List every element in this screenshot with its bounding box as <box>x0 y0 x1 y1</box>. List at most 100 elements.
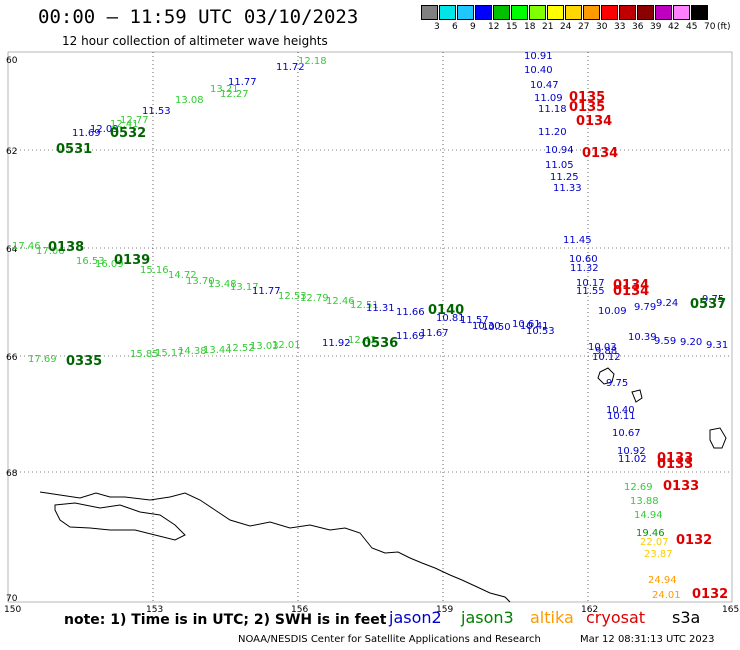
wave-height-reading: 22.07 <box>640 537 669 548</box>
legend-swatch <box>655 5 672 20</box>
pass-label: 0536 <box>362 336 399 351</box>
legend-label: 21 <box>542 22 554 32</box>
wave-height-reading: 10.09 <box>598 306 627 317</box>
legend-label: 30 <box>596 22 608 32</box>
legend-swatch <box>421 5 438 20</box>
legend-label: 39 <box>650 22 662 32</box>
wave-height-reading: 13.21 <box>210 84 239 95</box>
map-grid <box>8 52 732 602</box>
wave-height-reading: 10.39 <box>628 332 657 343</box>
wave-height-reading: 14.94 <box>634 510 663 521</box>
wave-height-reading: 13.88 <box>630 496 659 507</box>
pass-label: 0132 <box>676 533 713 548</box>
wave-height-reading: 14.72 <box>168 270 197 281</box>
wave-height-reading: 10.81 <box>436 313 465 324</box>
map-frame <box>7 51 733 603</box>
legend-label: 3 <box>434 22 440 32</box>
longitude-label: 159 <box>436 605 454 615</box>
longitude-label: 153 <box>146 605 164 615</box>
legend-swatch <box>673 5 690 20</box>
legend-swatch <box>475 5 492 20</box>
wave-height-reading: 11.55 <box>576 286 605 297</box>
wave-height-reading: 10.53 <box>526 326 555 337</box>
legend-unit: (ft) <box>717 22 731 32</box>
pass-label: 0134 <box>576 114 613 129</box>
satellite-jason3: jason3 <box>461 608 514 627</box>
wave-height-reading: 10.47 <box>530 80 559 91</box>
satellite-s3a: s3a <box>672 608 701 627</box>
wave-height-reading: 10.91 <box>524 51 553 62</box>
wave-height-reading: 12.52 <box>226 343 255 354</box>
legend-label: 18 <box>524 22 536 32</box>
pass-label: 0537 <box>690 297 727 312</box>
wave-height-reading: 10.17 <box>576 278 605 289</box>
legend-swatch <box>529 5 546 20</box>
longitude-label: 156 <box>291 605 309 615</box>
wave-height-reading: 9.31 <box>706 340 729 351</box>
legend-swatch <box>583 5 600 20</box>
wave-height-reading: 12.01 <box>272 340 301 351</box>
wave-height-reading: 11.09 <box>534 93 563 104</box>
wave-height-reading: 10.60 <box>569 254 598 265</box>
wave-height-reading: 10.03 <box>588 342 617 353</box>
wave-height-reading: 23.87 <box>644 549 673 560</box>
wave-height-reading: 11.25 <box>550 172 579 183</box>
note-text: note: 1) Time is in UTC; 2) SWH is in fe… <box>64 612 387 628</box>
page-subtitle: 12 hour collection of altimeter wave hei… <box>62 34 328 48</box>
latitude-label: 68 <box>6 469 18 479</box>
wave-height-reading: 16.09 <box>95 259 124 270</box>
island <box>631 389 643 403</box>
wave-height-reading: 10.41 <box>520 321 549 332</box>
latitude-label: 70 <box>6 594 18 604</box>
wave-height-reading: 11.77 <box>228 77 257 88</box>
wave-height-reading: 11.20 <box>538 127 567 138</box>
wave-height-reading: 12.51 <box>350 300 379 311</box>
legend-swatch <box>637 5 654 20</box>
wave-height-reading: 12.41 <box>110 119 139 130</box>
wave-height-reading: 12.79 <box>300 293 329 304</box>
island <box>709 427 727 449</box>
wave-height-reading: 15.85 <box>130 349 159 360</box>
longitude-label: 165 <box>722 605 740 615</box>
wave-height-reading: 24.94 <box>648 575 677 586</box>
pass-label: 0133 <box>657 457 694 472</box>
wave-height-reading: 11.69 <box>72 128 101 139</box>
wave-height-reading: 11.45 <box>563 235 592 246</box>
wave-height-reading: 11.69 <box>396 331 425 342</box>
pass-label: 0134 <box>582 146 619 161</box>
legend-swatch <box>547 5 564 20</box>
wave-height-reading: 11.02 <box>618 454 647 465</box>
wave-height-reading: 11.57 <box>460 315 489 326</box>
pass-label: 0132 <box>692 587 729 602</box>
coastline-inlet <box>54 502 186 541</box>
wave-height-reading: 11.33 <box>553 183 582 194</box>
island <box>597 367 615 385</box>
wave-height-reading: 10.94 <box>545 145 574 156</box>
pass-label: 0133 <box>657 451 694 466</box>
wave-height-reading: 10.30 <box>472 321 501 332</box>
wave-height-reading: 9.75 <box>606 378 629 389</box>
pass-label: 0139 <box>114 253 151 268</box>
legend-label: 6 <box>452 22 458 32</box>
wave-height-reading: 11.18 <box>538 104 567 115</box>
legend-swatch <box>619 5 636 20</box>
wave-height-reading: 17.06 <box>36 246 65 257</box>
wave-height-reading: 13.08 <box>175 95 204 106</box>
page-title: 00:00 – 11:59 UTC 03/10/2023 <box>38 6 359 28</box>
satellite-jason2: jason2 <box>389 608 442 627</box>
pass-label: 0140 <box>428 303 465 318</box>
wave-height-reading: 11.66 <box>396 307 425 318</box>
legend-swatch <box>601 5 618 20</box>
wave-height-reading: 13.48 <box>208 279 237 290</box>
wave-height-reading: 12.53 <box>278 291 307 302</box>
pass-label: 0135 <box>569 90 606 105</box>
wave-height-reading: 12.46 <box>326 296 355 307</box>
pass-label: 0134 <box>613 278 650 293</box>
satellite-altika: altika <box>530 608 574 627</box>
color-legend <box>421 5 709 20</box>
wave-height-reading: 10.11 <box>607 411 636 422</box>
pass-label: 0133 <box>663 479 700 494</box>
satellite-cryosat: cryosat <box>586 608 646 627</box>
legend-label: 33 <box>614 22 626 32</box>
wave-height-reading: 11.92 <box>322 338 351 349</box>
